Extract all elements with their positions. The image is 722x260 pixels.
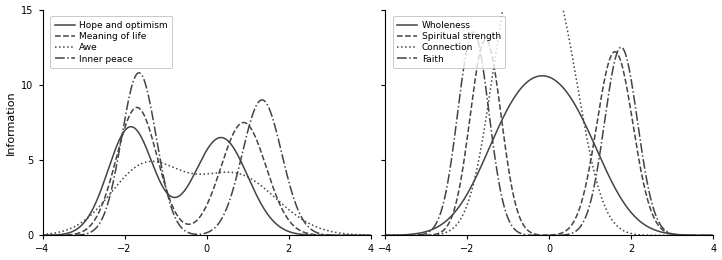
- Line: Meaning of life: Meaning of life: [43, 107, 371, 235]
- Line: Wholeness: Wholeness: [385, 76, 713, 235]
- Spiritual strength: [664, 231, 672, 235]
- Faith: [580, 217, 589, 220]
- Inner peace: [367, 234, 375, 237]
- Awe: [287, 211, 296, 214]
- Awe: [148, 160, 157, 163]
- Spiritual strength: [709, 234, 718, 237]
- Faith: [591, 182, 599, 185]
- Connection: [572, 77, 580, 80]
- Spiritual strength: [401, 234, 409, 237]
- Y-axis label: Information: Information: [6, 90, 16, 155]
- Connection: [580, 126, 589, 129]
- Connection: [709, 234, 718, 237]
- Wholeness: [380, 234, 389, 237]
- Hope and optimism: [238, 162, 246, 166]
- Wholeness: [630, 215, 639, 218]
- Meaning of life: [321, 234, 330, 237]
- Connection: [664, 234, 672, 237]
- Inner peace: [135, 71, 144, 74]
- Wholeness: [572, 105, 580, 108]
- Meaning of life: [229, 132, 238, 135]
- Connection: [630, 233, 639, 236]
- Hope and optimism: [287, 231, 296, 234]
- Hope and optimism: [38, 234, 47, 237]
- Awe: [38, 233, 47, 236]
- Faith: [630, 99, 639, 102]
- Awe: [238, 173, 246, 176]
- Meaning of life: [38, 234, 47, 237]
- Meaning of life: [367, 234, 375, 237]
- Spiritual strength: [380, 234, 389, 237]
- Connection: [380, 234, 389, 237]
- Awe: [58, 230, 67, 233]
- Spiritual strength: [580, 188, 589, 191]
- Meaning of life: [248, 129, 256, 132]
- Wholeness: [709, 234, 718, 237]
- Line: Awe: Awe: [43, 161, 371, 235]
- Awe: [248, 178, 256, 181]
- Wholeness: [664, 232, 672, 235]
- Spiritual strength: [572, 216, 580, 219]
- Line: Spiritual strength: Spiritual strength: [385, 40, 713, 235]
- Line: Faith: Faith: [385, 32, 713, 235]
- Wholeness: [591, 143, 599, 146]
- Inner peace: [321, 233, 330, 236]
- Spiritual strength: [630, 132, 639, 135]
- Line: Connection: Connection: [385, 0, 713, 235]
- Meaning of life: [58, 234, 67, 237]
- Awe: [229, 171, 238, 174]
- Hope and optimism: [58, 233, 67, 236]
- Connection: [591, 172, 599, 176]
- Hope and optimism: [126, 125, 135, 128]
- Wholeness: [580, 122, 589, 125]
- Legend: Wholeness, Spiritual strength, Connection, Faith: Wholeness, Spiritual strength, Connectio…: [393, 16, 505, 68]
- Faith: [572, 229, 580, 232]
- Hope and optimism: [321, 234, 330, 237]
- Line: Hope and optimism: Hope and optimism: [43, 127, 371, 235]
- Meaning of life: [133, 106, 142, 109]
- Spiritual strength: [482, 38, 490, 41]
- Connection: [401, 234, 409, 237]
- Faith: [664, 231, 672, 234]
- Faith: [380, 234, 389, 237]
- Wholeness: [538, 74, 547, 77]
- Awe: [321, 229, 330, 232]
- Inner peace: [287, 191, 296, 194]
- Hope and optimism: [248, 184, 256, 187]
- Inner peace: [238, 152, 246, 155]
- Faith: [469, 31, 478, 34]
- Inner peace: [229, 186, 238, 189]
- Meaning of life: [238, 121, 246, 124]
- Line: Inner peace: Inner peace: [43, 73, 371, 235]
- Inner peace: [58, 234, 67, 237]
- Meaning of life: [287, 223, 296, 226]
- Inner peace: [248, 115, 256, 118]
- Awe: [367, 233, 375, 237]
- Legend: Hope and optimism, Meaning of life, Awe, Inner peace: Hope and optimism, Meaning of life, Awe,…: [51, 16, 173, 68]
- Wholeness: [401, 233, 409, 236]
- Faith: [709, 234, 718, 237]
- Inner peace: [38, 234, 47, 237]
- Faith: [401, 234, 409, 237]
- Hope and optimism: [229, 146, 238, 149]
- Spiritual strength: [591, 136, 599, 139]
- Hope and optimism: [367, 234, 375, 237]
